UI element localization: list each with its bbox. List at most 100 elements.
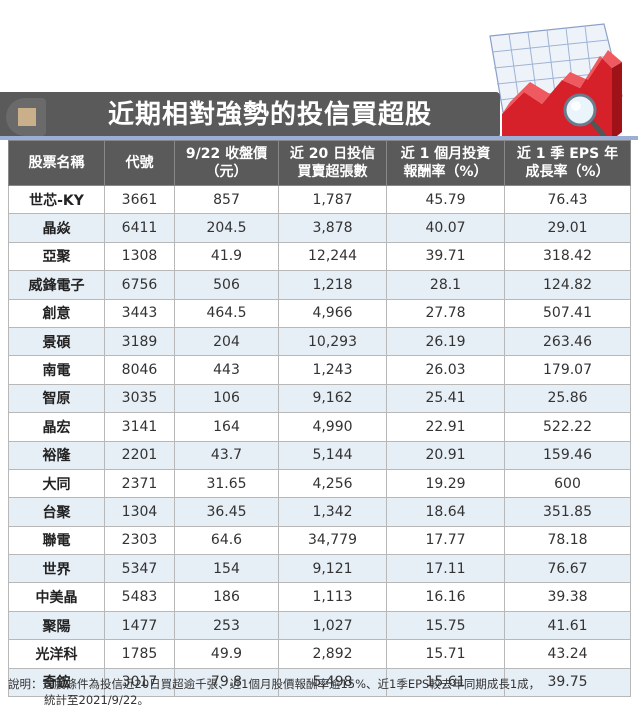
stock-name-cell: 景碩 (8, 326, 105, 357)
stock-code-cell: 3017 (104, 667, 175, 698)
net-buy-cell: 4,256 (278, 468, 387, 499)
close-price-cell: 186 (174, 582, 279, 612)
close-price-cell: 506 (174, 270, 279, 300)
net-buy-cell: 9,162 (278, 383, 387, 414)
close-price-cell: 43.7 (174, 440, 279, 470)
stock-name-cell: 中美晶 (8, 582, 105, 612)
return-cell: 16.16 (386, 582, 505, 612)
stock-name-cell: 晶焱 (8, 213, 105, 243)
eps-growth-cell: 124.82 (504, 270, 631, 300)
eps-growth-cell: 159.46 (504, 440, 631, 470)
net-buy-cell: 1,787 (278, 184, 387, 215)
return-cell: 45.79 (386, 184, 505, 215)
chart-magnifier-illustration (489, 23, 623, 141)
return-cell: 15.61 (386, 667, 505, 698)
stock-name-cell: 威鋒電子 (8, 270, 105, 300)
stock-code-cell: 1304 (104, 497, 175, 527)
close-price-cell: 41.9 (174, 241, 279, 272)
return-cell: 19.29 (386, 468, 505, 499)
table-row: 智原 3035 106 9,162 25.41 25.86 (8, 383, 631, 414)
close-price-cell: 857 (174, 184, 279, 215)
stock-code-cell: 2201 (104, 440, 175, 470)
close-price-cell: 253 (174, 610, 279, 641)
close-price-cell: 64.6 (174, 525, 279, 556)
table-row: 中美晶 5483 186 1,113 16.16 39.38 (8, 582, 631, 612)
return-cell: 15.71 (386, 639, 505, 669)
eps-growth-cell: 76.43 (504, 184, 631, 215)
eps-growth-cell: 507.41 (504, 298, 631, 328)
column-header-line1: 近 1 季 EPS 年 (516, 146, 619, 162)
stock-name-cell: 光洋科 (8, 639, 105, 669)
net-buy-cell: 9,121 (278, 554, 387, 584)
stock-name-cell: 創意 (8, 298, 105, 328)
net-buy-cell: 4,990 (278, 412, 387, 442)
return-cell: 28.1 (386, 270, 505, 300)
net-buy-cell: 1,342 (278, 497, 387, 527)
return-cell: 40.07 (386, 213, 505, 243)
eps-growth-cell: 76.67 (504, 554, 631, 584)
close-price-cell: 79.8 (174, 667, 279, 698)
table-row: 晶宏 3141 164 4,990 22.91 522.22 (8, 412, 631, 442)
net-buy-cell: 1,113 (278, 582, 387, 612)
table-row: 創意 3443 464.5 4,966 27.78 507.41 (8, 298, 631, 328)
close-price-cell: 204.5 (174, 213, 279, 243)
close-price-cell: 204 (174, 326, 279, 357)
stock-code-cell: 2303 (104, 525, 175, 556)
column-header: 股票名稱 (8, 140, 105, 186)
column-header: 近 20 日投信 買賣超張數 (278, 140, 387, 186)
stock-code-cell: 3443 (104, 298, 175, 328)
table-row: 亞聚 1308 41.9 12,244 39.71 318.42 (8, 241, 631, 272)
return-cell: 18.64 (386, 497, 505, 527)
close-price-cell: 164 (174, 412, 279, 442)
net-buy-cell: 4,966 (278, 298, 387, 328)
table-row: 台聚 1304 36.45 1,342 18.64 351.85 (8, 497, 631, 527)
stock-name-cell: 台聚 (8, 497, 105, 527)
close-price-cell: 49.9 (174, 639, 279, 669)
net-buy-cell: 5,498 (278, 667, 387, 698)
column-header-line1: 股票名稱 (28, 155, 85, 171)
stock-name-cell: 智原 (8, 383, 105, 414)
net-buy-cell: 1,027 (278, 610, 387, 641)
table-row: 聚陽 1477 253 1,027 15.75 41.61 (8, 610, 631, 641)
eps-growth-cell: 29.01 (504, 213, 631, 243)
return-cell: 17.77 (386, 525, 505, 556)
eps-growth-cell: 318.42 (504, 241, 631, 272)
close-price-cell: 443 (174, 355, 279, 385)
page-title: 近期相對強勢的投信買超股 (107, 100, 432, 130)
footnote-label: 說明： (8, 677, 43, 691)
stock-name-cell: 亞聚 (8, 241, 105, 272)
stock-name-cell: 裕隆 (8, 440, 105, 470)
stock-name-cell: 聯電 (8, 525, 105, 556)
stock-name-cell: 世界 (8, 554, 105, 584)
table-row: 威鋒電子 6756 506 1,218 28.1 124.82 (8, 270, 631, 300)
footnote: 說明：選股條件為投信近20日買超逾千張、近1個月股價報酬率逾15%、近1季EPS… (8, 676, 630, 708)
eps-growth-cell: 78.18 (504, 525, 631, 556)
column-header: 代號 (104, 140, 175, 186)
stock-code-cell: 3661 (104, 184, 175, 215)
return-cell: 17.11 (386, 554, 505, 584)
table-header-row: 股票名稱 代號 9/22 收盤價 （元）近 20 日投信 買賣超張數近 1 個月投資 報酬… (8, 140, 631, 186)
column-header: 近 1 個月投資 報酬率（%） (386, 140, 505, 186)
stock-code-cell: 8046 (104, 355, 175, 385)
eps-growth-cell: 25.86 (504, 383, 631, 414)
footnote-date: 統計至2021/9/22。 (44, 693, 149, 707)
close-price-cell: 36.45 (174, 497, 279, 527)
return-cell: 39.71 (386, 241, 505, 272)
return-cell: 25.41 (386, 383, 505, 414)
stock-code-cell: 2371 (104, 468, 175, 499)
stock-code-cell: 1477 (104, 610, 175, 641)
table-row: 裕隆 2201 43.7 5,144 20.91 159.46 (8, 440, 631, 470)
stock-name-cell: 晶宏 (8, 412, 105, 442)
stock-code-cell: 1308 (104, 241, 175, 272)
eps-growth-cell: 351.85 (504, 497, 631, 527)
title-banner (0, 92, 500, 138)
table-body: 世芯-KY 3661 857 1,787 45.79 76.43 晶焱 6411 204.5 3,… (8, 184, 631, 698)
column-header-line2: （元） (205, 164, 248, 180)
stock-code-cell: 5483 (104, 582, 175, 612)
net-buy-cell: 2,892 (278, 639, 387, 669)
column-header: 近 1 季 EPS 年成長率（%） (504, 140, 631, 186)
footnote-text: 選股條件為投信近20日買超逾千張、近1個月股價報酬率逾15%、近1季EPS較去年… (42, 677, 541, 691)
stock-name-cell: 聚陽 (8, 610, 105, 641)
net-buy-cell: 3,878 (278, 213, 387, 243)
return-cell: 15.75 (386, 610, 505, 641)
